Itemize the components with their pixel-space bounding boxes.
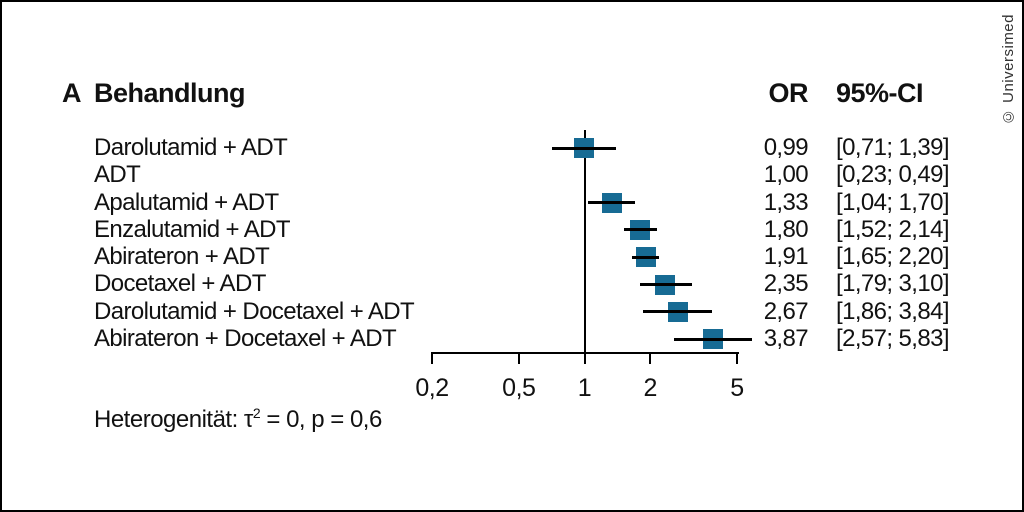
x-axis-tick — [517, 352, 520, 364]
copyright-watermark: © Universimed — [1000, 14, 1017, 126]
ci-value: [0,23; 0,49] — [836, 161, 950, 189]
x-tick-label: 0,2 — [415, 374, 449, 402]
ci-line — [673, 337, 752, 341]
ci-value: [2,57; 5,83] — [836, 325, 950, 353]
treatment-label: Abirateron + Docetaxel + ADT — [94, 325, 397, 353]
treatment-label: Apalutamid + ADT — [94, 188, 279, 216]
or-value: 1,91 — [763, 243, 809, 271]
or-value: 0,99 — [763, 134, 809, 161]
panel-label: A — [62, 78, 82, 108]
ci-value: [1,86; 3,84] — [836, 297, 950, 325]
x-axis-tick — [649, 352, 652, 364]
or-value: 1,33 — [763, 188, 809, 216]
x-axis-tick — [583, 352, 586, 364]
treatment-label: Docetaxel + ADT — [94, 270, 266, 298]
ci-value: [1,52; 2,14] — [836, 215, 950, 243]
or-value-column: 0,99 1,00 1,33 1,80 1,91 2,35 2,67 3,87 — [738, 134, 809, 353]
ci-line — [624, 228, 657, 232]
ci-line — [643, 310, 712, 314]
treatment-label: Darolutamid + ADT — [94, 134, 288, 161]
treatment-label: Enzalutamid + ADT — [94, 215, 291, 243]
ci-value: [1,65; 2,20] — [836, 243, 950, 271]
treatment-label: ADT — [94, 161, 141, 189]
ci-line — [631, 255, 660, 259]
ci-value: [0,71; 1,39] — [836, 134, 950, 161]
reference-line — [583, 130, 586, 354]
heterogeneity-note: Heterogenität: τ2 = 0, p = 0,6 — [94, 406, 382, 434]
heterogeneity-text: = 0, p = 0,6 — [260, 406, 382, 433]
ci-line — [639, 283, 692, 286]
x-tick-label: 1 — [577, 374, 592, 402]
column-header-treatment: Behandlung — [94, 78, 246, 108]
ci-value: [1,79; 3,10] — [836, 270, 950, 298]
x-tick-label: 2 — [643, 374, 657, 402]
ci-line — [552, 146, 616, 150]
or-value: 1,80 — [763, 215, 809, 243]
treatment-label: Darolutamid + Docetaxel + ADT — [94, 297, 415, 325]
or-value: 2,35 — [763, 270, 809, 298]
x-axis-tick — [431, 352, 433, 364]
x-tick-label: 0,5 — [502, 374, 536, 402]
or-value: 3,87 — [763, 325, 809, 353]
or-value: 1,00 — [763, 161, 809, 189]
treatment-label: Abirateron + ADT — [94, 243, 270, 271]
ci-line — [588, 201, 635, 205]
ci-value: [1,04; 1,70] — [836, 188, 950, 216]
or-value: 2,67 — [763, 297, 809, 325]
x-axis-tick — [736, 352, 738, 364]
ci-value-column: [0,71; 1,39] [0,23; 0,49] [1,04; 1,70] [… — [836, 134, 950, 353]
column-header-ci: 95%-CI — [836, 78, 924, 108]
heterogeneity-superscript: 2 — [252, 405, 261, 421]
heterogeneity-text: Heterogenität: τ — [94, 406, 253, 433]
x-tick-label: 5 — [730, 374, 744, 402]
x-axis-line — [432, 352, 739, 354]
treatment-label-column: Darolutamid + ADT ADT Apalutamid + ADT E… — [94, 134, 415, 353]
column-header-or: OR — [768, 78, 809, 108]
